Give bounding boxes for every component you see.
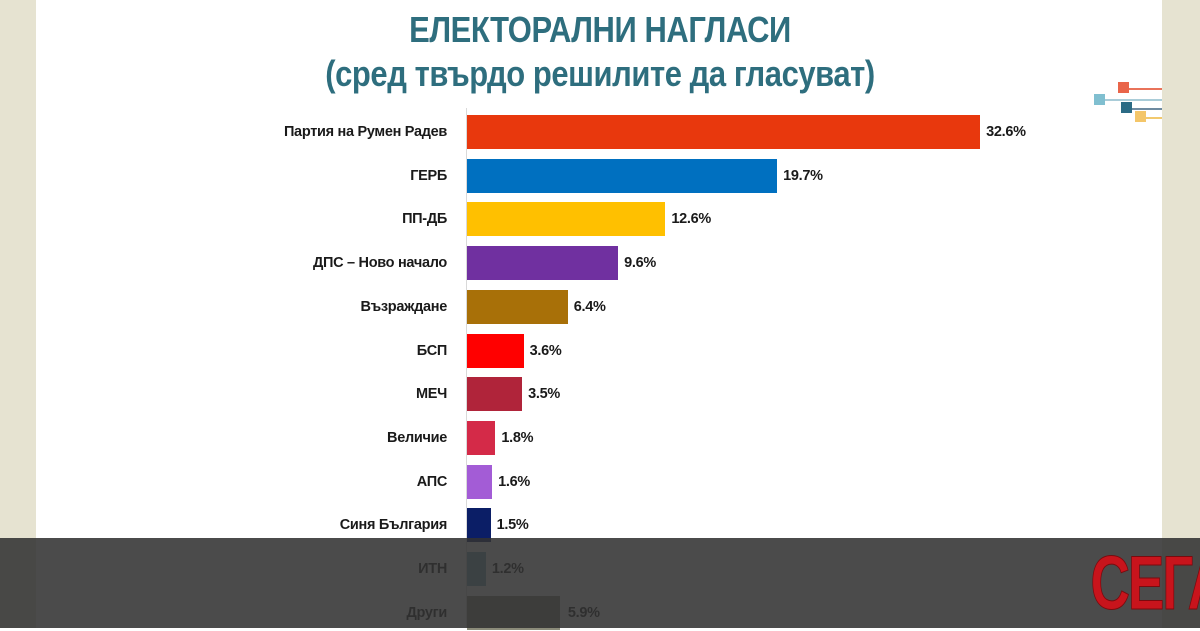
- category-label: АПС: [416, 473, 448, 490]
- sega-logo: СЕГА: [1090, 541, 1200, 626]
- value-label: 3.5%: [528, 386, 560, 403]
- category-label: ДПС – Ново начало: [312, 255, 447, 272]
- value-label: 32.6%: [986, 124, 1026, 140]
- bar: [467, 508, 491, 543]
- bar: [467, 202, 666, 237]
- value-label: 6.4%: [573, 298, 606, 315]
- bar-row: ПП-ДБ 12.6%: [0, 202, 1200, 237]
- chart-subtitle: (сред твърдо решилите да гласуват): [325, 53, 875, 94]
- value-label: 19.7%: [783, 167, 823, 184]
- footer-overlay-band: [0, 538, 1200, 628]
- category-label: МЕЧ: [415, 386, 447, 403]
- bar: [467, 333, 524, 368]
- category-label: ПП-ДБ: [402, 211, 447, 228]
- bar-row: АПС 1.6%: [0, 464, 1200, 500]
- bar-row: ДПС – Ново начало 9.6%: [0, 246, 1200, 281]
- bar-row: МЕЧ 3.5%: [0, 377, 1200, 412]
- bar: [467, 420, 496, 455]
- bar: [467, 158, 778, 193]
- chart-title: ЕЛЕКТОРАЛНИ НАГЛАСИ: [409, 9, 791, 50]
- category-label: Възраждане: [360, 298, 447, 315]
- bar-row: Възраждане 6.4%: [0, 289, 1200, 325]
- chart-axis-line: [466, 108, 467, 628]
- bar: [467, 464, 493, 499]
- category-label: Партия на Румен Радев: [283, 124, 447, 140]
- decorative-lines-icon: [1088, 80, 1162, 130]
- bar-row: Синя България 1.5%: [0, 508, 1200, 543]
- bar-row: Величие 1.8%: [0, 420, 1200, 456]
- left-border-strip: [0, 0, 36, 628]
- value-label: 3.6%: [529, 342, 562, 359]
- value-label: 1.6%: [498, 473, 531, 490]
- bar: [467, 115, 981, 149]
- bar-row: БСП 3.6%: [0, 333, 1200, 369]
- bar-row: Партия на Румен Радев 32.6%: [0, 115, 1200, 150]
- value-label: 1.8%: [501, 429, 534, 446]
- right-border-strip: [1162, 0, 1200, 628]
- category-label: Синя България: [339, 517, 448, 534]
- bar-row: ГЕРБ 19.7%: [0, 158, 1200, 194]
- bar: [467, 246, 619, 281]
- value-label: 9.6%: [624, 255, 656, 272]
- category-label: ГЕРБ: [410, 167, 447, 184]
- value-label: 1.5%: [496, 517, 529, 534]
- category-label: БСП: [416, 342, 448, 359]
- bar: [467, 377, 523, 412]
- bar: [467, 289, 568, 324]
- category-label: Величие: [387, 429, 447, 446]
- value-label: 12.6%: [671, 211, 711, 228]
